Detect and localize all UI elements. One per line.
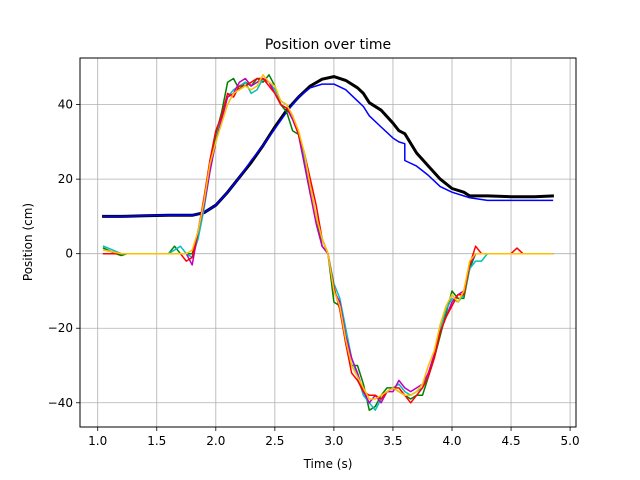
x-tick-label: 5.0: [561, 434, 580, 448]
grid: [80, 58, 576, 427]
x-tick-label: 1.0: [88, 434, 107, 448]
x-tick-label: 4.5: [502, 434, 521, 448]
y-tick-label: −20: [48, 321, 73, 335]
x-tick-label: 4.0: [442, 434, 461, 448]
y-tick-label: 40: [58, 98, 73, 112]
x-tick-label: 3.0: [324, 434, 343, 448]
y-axis-label: Position (cm): [21, 203, 35, 281]
x-tick-label: 2.0: [206, 434, 225, 448]
x-axis-label: Time (s): [303, 457, 353, 471]
x-tick-label: 1.5: [147, 434, 166, 448]
plot-series: [102, 74, 554, 411]
series-line-2: [102, 83, 554, 218]
series-line-7: [102, 74, 554, 400]
axis-ticks: 1.0 1.5 2.0 2.5 3.0 3.5 4.0 4.5 5.0 −40 −20 0 20 40: [48, 98, 580, 448]
x-tick-label: 3.5: [383, 434, 402, 448]
y-tick-label: −40: [48, 396, 73, 410]
y-tick-label: 20: [58, 172, 73, 186]
y-tick-label: 0: [65, 247, 73, 261]
plot-frame: [79, 57, 577, 428]
x-tick-label: 2.5: [265, 434, 284, 448]
chart-title: Position over time: [265, 37, 391, 53]
